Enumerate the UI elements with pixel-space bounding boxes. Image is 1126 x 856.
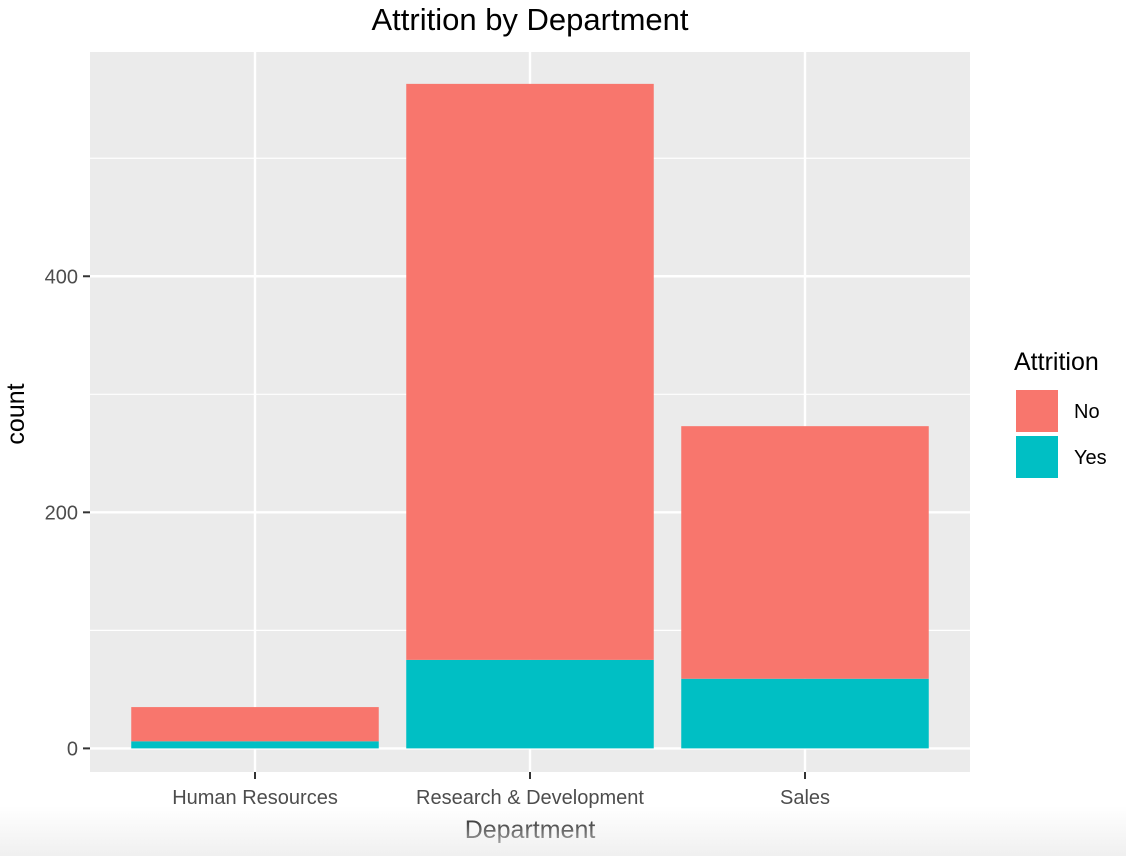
legend-items: No Yes [1016,390,1107,478]
legend-label-yes: Yes [1074,447,1107,469]
bar-yes [131,741,379,749]
bar-yes [406,659,654,749]
bars [131,83,929,749]
legend-key-yes [1016,436,1058,478]
y-tick-label: 0 [67,738,78,760]
legend-label-no: No [1074,401,1100,423]
x-axis-title: Department [465,816,596,844]
legend: Attrition No Yes [1014,348,1107,478]
bar-no [131,707,379,742]
y-tick-label: 200 [45,502,78,524]
x-tick-label: Human Resources [172,787,338,809]
y-axis: 0 200 400 [45,266,90,760]
bar-no [681,426,929,679]
bar-yes [681,678,929,749]
x-axis: Human Resources Research & Development Sal… [172,772,830,809]
y-tick-label: 400 [45,266,78,288]
bar-no [406,83,654,660]
legend-key-no [1016,390,1058,432]
legend-title: Attrition [1014,348,1099,376]
x-tick-label: Research & Development [416,787,644,809]
y-axis-title: count [2,383,30,444]
chart-title: Attrition by Department [371,2,688,37]
x-tick-label: Sales [780,787,830,809]
